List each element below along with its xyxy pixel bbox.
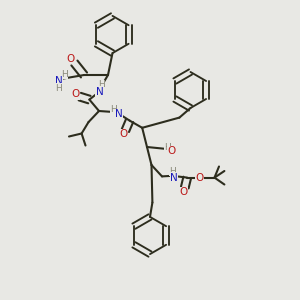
Text: O: O xyxy=(167,146,176,156)
Text: H: H xyxy=(164,142,171,152)
Text: N: N xyxy=(170,172,178,183)
Text: H: H xyxy=(169,167,176,176)
Text: O: O xyxy=(119,129,128,140)
Text: H: H xyxy=(110,105,117,114)
Text: N: N xyxy=(96,86,104,97)
Text: O: O xyxy=(195,172,204,183)
Text: O: O xyxy=(67,54,75,64)
Text: H: H xyxy=(56,84,62,93)
Text: H: H xyxy=(61,70,68,79)
Text: H: H xyxy=(98,80,105,89)
Text: O: O xyxy=(71,89,80,99)
Text: O: O xyxy=(179,187,188,197)
Text: N: N xyxy=(115,109,122,119)
Text: N: N xyxy=(55,76,63,86)
